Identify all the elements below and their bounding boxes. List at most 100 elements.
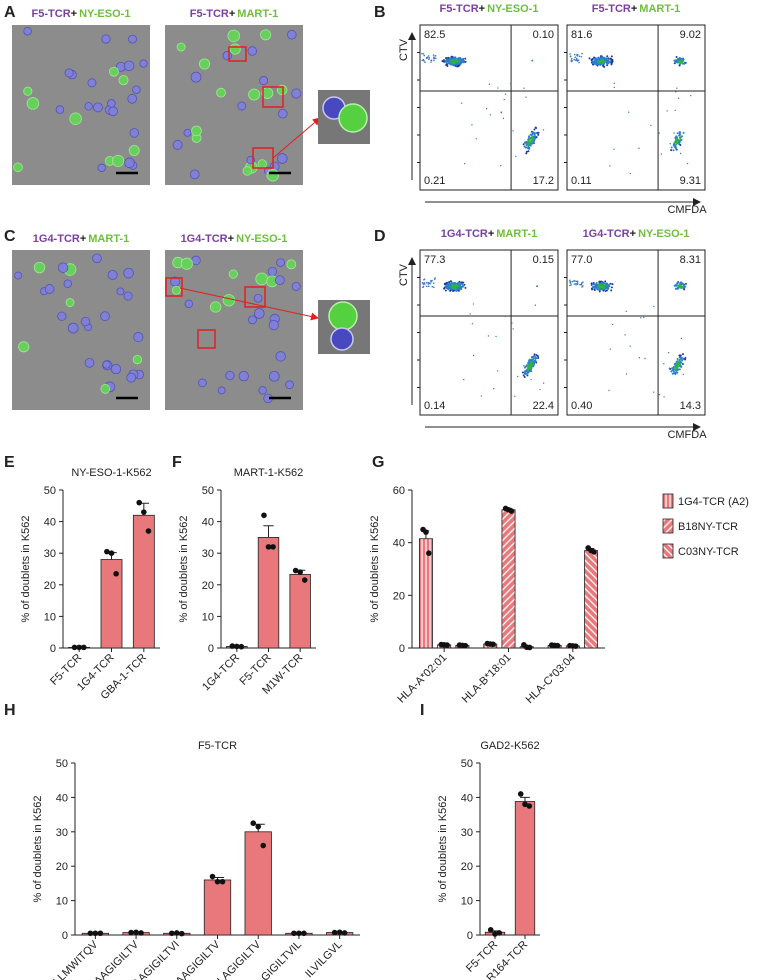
legend-swatch xyxy=(662,543,674,559)
event xyxy=(529,363,532,366)
event xyxy=(525,141,528,144)
event xyxy=(532,131,535,134)
pointer-arrow xyxy=(179,287,319,321)
event xyxy=(457,287,460,290)
event xyxy=(526,371,529,374)
event xyxy=(684,358,687,361)
panel-title: F5-TCR+ MART-1 xyxy=(190,8,279,20)
legend-swatch xyxy=(662,518,674,534)
replicate-point xyxy=(572,643,579,649)
event xyxy=(452,290,455,293)
cell xyxy=(23,26,32,36)
event xyxy=(452,61,455,64)
event xyxy=(679,136,682,139)
cell xyxy=(237,101,247,111)
event xyxy=(610,63,613,66)
panel-title: 1G4-TCR+ NY-ESO-1 xyxy=(583,228,690,240)
event xyxy=(644,357,646,360)
event xyxy=(525,150,528,153)
antigen-name: NY-ESO-1 xyxy=(79,8,130,20)
highlight-box xyxy=(262,86,284,108)
cell xyxy=(112,154,125,167)
event xyxy=(502,117,505,120)
event xyxy=(462,284,465,287)
y-axis-label: % of doublets in K562 xyxy=(20,515,32,622)
event xyxy=(423,282,426,284)
antigen-name: MART-1 xyxy=(237,8,278,20)
event xyxy=(681,353,684,356)
event xyxy=(573,58,576,61)
event xyxy=(574,56,577,58)
event xyxy=(493,388,495,390)
event xyxy=(593,62,596,65)
quadrant-value: 77.0 xyxy=(571,254,592,266)
event xyxy=(530,360,533,363)
antigen-name: NY-ESO-1 xyxy=(236,233,287,245)
event xyxy=(453,281,456,284)
event xyxy=(424,61,426,63)
cell xyxy=(133,332,144,343)
event xyxy=(511,322,513,324)
event xyxy=(444,60,447,63)
legend-label: B18NY-TCR xyxy=(678,521,738,533)
replicate-point xyxy=(219,878,226,885)
cell xyxy=(14,271,23,280)
event xyxy=(523,87,525,89)
event xyxy=(475,138,478,140)
event xyxy=(464,286,467,289)
event xyxy=(512,130,514,132)
quadrant-value: 0.21 xyxy=(424,175,445,187)
event xyxy=(575,54,578,56)
legend-swatch xyxy=(662,493,674,509)
replicate-point xyxy=(426,550,432,556)
event xyxy=(542,129,545,131)
event xyxy=(580,282,583,284)
cell xyxy=(64,68,74,78)
event xyxy=(431,285,434,288)
event xyxy=(673,371,676,374)
event xyxy=(582,281,584,283)
event xyxy=(529,137,532,140)
event xyxy=(682,131,685,134)
plus-sign: + xyxy=(630,228,636,240)
event xyxy=(605,289,608,292)
event xyxy=(601,283,604,286)
cell xyxy=(286,259,297,270)
cell xyxy=(110,363,122,375)
event xyxy=(609,348,612,350)
event xyxy=(434,57,437,60)
event xyxy=(608,389,610,392)
event xyxy=(576,282,579,284)
replicate-point xyxy=(265,544,272,550)
event xyxy=(449,289,452,292)
cell xyxy=(291,281,301,291)
cell xyxy=(199,58,211,70)
event xyxy=(422,59,425,61)
quadrant-value: 8.31 xyxy=(680,254,701,266)
cell xyxy=(128,34,137,44)
cell xyxy=(57,311,67,321)
event xyxy=(672,366,675,369)
cell xyxy=(33,261,46,274)
y-tick-label: 40 xyxy=(461,792,473,804)
event xyxy=(523,145,526,148)
event xyxy=(537,131,540,134)
event xyxy=(675,56,678,59)
event xyxy=(607,58,610,61)
cell xyxy=(118,75,129,86)
event xyxy=(457,285,460,288)
chart-title: MART-1-K562 xyxy=(234,467,304,479)
event xyxy=(537,133,540,136)
event xyxy=(676,281,679,284)
event xyxy=(451,282,454,285)
event xyxy=(434,55,437,57)
event xyxy=(590,58,593,61)
replicate-point xyxy=(229,643,236,649)
event xyxy=(535,136,538,139)
panel-label: D xyxy=(374,228,386,245)
y-tick-label: 20 xyxy=(461,861,473,873)
event xyxy=(489,114,492,116)
event xyxy=(610,289,613,292)
bar xyxy=(501,509,516,649)
event xyxy=(524,146,527,149)
